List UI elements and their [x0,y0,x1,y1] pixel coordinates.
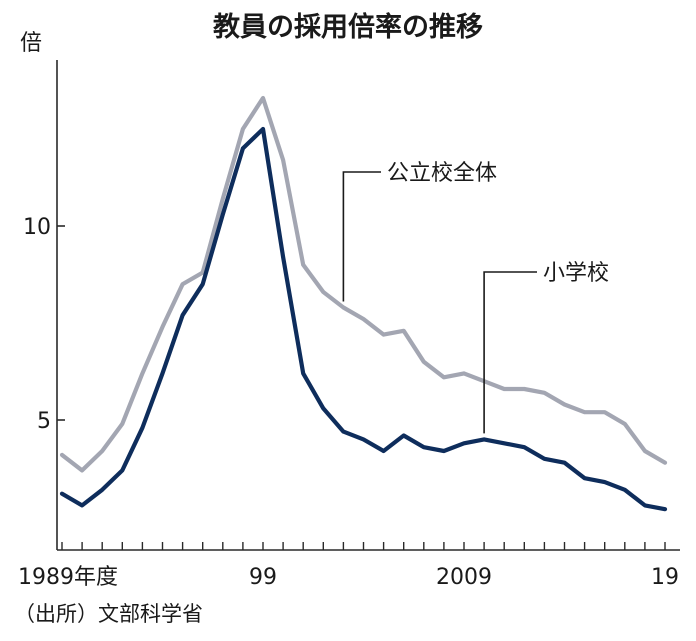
series-label: 小学校 [543,261,609,286]
annotation-leader [483,271,537,434]
series-line-0 [59,95,668,473]
source-note: （出所）文部科学省 [14,602,203,626]
x-tick-label: 99 [249,565,277,590]
axes-layer: 10 5 1989年度 99 2009 19 [18,60,680,590]
series-layer [59,95,668,512]
chart-title: 教員の採用倍率の推移 [213,11,483,43]
x-tick-label: 19 [651,565,679,590]
x-tick-label: 2009 [436,565,492,590]
series-label: 公立校全体 [387,161,497,186]
y-axis-unit-label: 倍 [20,31,42,56]
annotation-leader [342,171,381,302]
y-tick-label: 10 [23,215,51,240]
y-tick-label: 5 [37,409,51,434]
x-tick-label: 1989年度 [18,565,118,590]
series-line-1 [59,126,668,512]
